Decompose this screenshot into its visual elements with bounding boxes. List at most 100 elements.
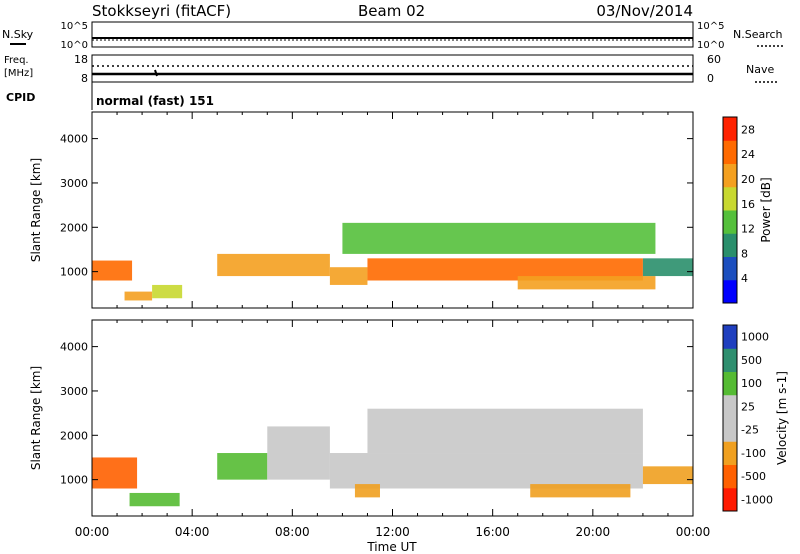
velocity-ytick-label-2: 3000 (60, 385, 88, 398)
power-panel: 1000 2000 3000 4000 Slant Range [km] 4 8 12 16… (29, 111, 773, 309)
nave-label: Nave (746, 63, 774, 76)
velocity-band-1 (129, 492, 180, 507)
velocity-colorbar-seg-3 (723, 418, 737, 442)
freq-left-label-1: Freq. (4, 55, 29, 66)
noise-panel: N.Sky 10^5 10^0 10^5 10^0 N.Search (2, 21, 785, 51)
x-tick-label-0: 00:00 (75, 525, 110, 539)
velocity-colorbar-tick-3: 25 (741, 400, 755, 413)
power-band-8 (642, 258, 693, 277)
x-tick-labels: 00:00 04:00 08:00 12:00 16:00 20:00 00:00 (75, 525, 711, 539)
freq-left-label-2: [MHz] (4, 68, 33, 79)
x-tick-label-3: 12:00 (375, 525, 410, 539)
power-band-7 (517, 276, 656, 290)
power-band-2 (152, 284, 183, 299)
power-band-6 (342, 222, 656, 254)
power-ylabel: Slant Range [km] (29, 158, 43, 262)
velocity-colorbar-seg-1 (723, 464, 737, 489)
velocity-colorbar-tick-4: -25 (741, 424, 759, 437)
velocity-colorbar-label: Velocity [m s-1] (775, 371, 789, 465)
power-colorbar-seg-0 (723, 279, 737, 304)
velocity-band-5 (367, 408, 643, 454)
x-axis-label: Time UT (366, 540, 417, 554)
velocity-colorbar-tick-2: 100 (741, 377, 762, 390)
velocity-colorbar-seg-5 (723, 371, 737, 396)
power-band-3 (217, 253, 330, 277)
power-colorbar-seg-3 (723, 210, 737, 234)
station-title: Stokkseyri (fitACF) (92, 2, 231, 20)
noise-left-tick-bottom: 10^0 (61, 40, 88, 51)
velocity-ytick-label-0: 1000 (60, 474, 88, 487)
power-colorbar-seg-6 (723, 140, 737, 164)
power-colorbar-tick-5: 24 (741, 148, 755, 161)
power-colorbar-label: Power [dB] (759, 177, 773, 242)
power-colorbar-frame (722, 116, 738, 304)
freq-spike (154, 69, 158, 77)
power-colorbar-tick-4: 20 (741, 173, 755, 186)
velocity-colorbar-tick-1: 500 (741, 354, 762, 367)
power-y-axis: 1000 2000 3000 4000 (60, 133, 693, 279)
power-band-5 (367, 258, 643, 281)
velocity-colorbar-seg-0 (723, 487, 737, 512)
power-colorbar-seg-5 (723, 163, 737, 188)
velocity-colorbar-tick-7: -1000 (741, 493, 773, 506)
power-band-1 (124, 291, 153, 301)
x-tick-label-5: 20:00 (576, 525, 611, 539)
freq-left-tick-bottom: 8 (81, 72, 88, 85)
velocity-panel: 1000 2000 3000 4000 Slant Range [km] 1000 50… (29, 319, 789, 517)
velocity-band-8 (642, 466, 693, 485)
velocity-colorbar-seg-2 (723, 441, 737, 465)
power-colorbar-tick-2: 12 (741, 223, 755, 236)
power-band-4 (329, 267, 368, 285)
velocity-ylabel: Slant Range [km] (29, 366, 43, 470)
x-tick-label-1: 04:00 (175, 525, 210, 539)
x-tick-label-2: 08:00 (275, 525, 310, 539)
velocity-band-6 (354, 484, 380, 498)
freq-frame (91, 54, 694, 83)
power-colorbar-seg-4 (723, 186, 737, 211)
power-ytick-label-2: 3000 (60, 177, 88, 190)
velocity-band-3 (267, 426, 330, 480)
velocity-band-4 (329, 453, 643, 489)
velocity-colorbar: 1000 500 100 25 -25 -100 -500 -1000 (722, 324, 773, 512)
power-colorbar-seg-2 (723, 233, 737, 257)
freq-panel: Freq. [MHz] 18 8 60 0 Nave (4, 53, 777, 85)
noise-right-tick-top: 10^5 (697, 21, 724, 32)
freq-right-tick-top: 60 (707, 53, 721, 66)
velocity-colorbar-tick-6: -500 (741, 470, 766, 483)
power-data (92, 222, 693, 301)
power-colorbar-tick-6: 28 (741, 123, 755, 136)
freq-right-tick-bottom: 0 (707, 72, 714, 85)
x-tick-label-6: 00:00 (676, 525, 711, 539)
velocity-colorbar-seg-4 (723, 394, 737, 419)
noise-right-tick-bottom: 10^0 (697, 40, 724, 51)
x-tick-label-4: 16:00 (475, 525, 510, 539)
noise-left-tick-top: 10^5 (61, 21, 88, 32)
power-ytick-label-3: 4000 (60, 133, 88, 146)
velocity-colorbar-seg-6 (723, 348, 737, 372)
velocity-colorbar-frame (722, 324, 738, 512)
velocity-band-2 (217, 453, 268, 480)
velocity-colorbar-tick-0: 1000 (741, 331, 769, 344)
velocity-ytick-label-3: 4000 (60, 341, 88, 354)
power-x-ticks (91, 112, 694, 308)
power-colorbar: 4 8 12 16 20 24 28 (722, 116, 755, 304)
power-colorbar-tick-3: 16 (741, 198, 755, 211)
cpid-label: CPID (6, 91, 35, 104)
noise-left-label: N.Sky (2, 28, 34, 41)
velocity-band-0 (92, 457, 138, 489)
velocity-band-7 (530, 484, 631, 498)
velocity-colorbar-seg-7 (723, 325, 737, 349)
velocity-y-axis: 1000 2000 3000 4000 (60, 341, 693, 487)
power-ytick-label-0: 1000 (60, 266, 88, 279)
power-colorbar-seg-1 (723, 256, 737, 281)
power-colorbar-tick-0: 4 (741, 272, 748, 285)
noise-right-label: N.Search (733, 28, 783, 41)
beam-title: Beam 02 (358, 2, 425, 20)
velocity-data (92, 408, 693, 507)
velocity-colorbar-tick-5: -100 (741, 447, 766, 460)
power-ytick-label-1: 2000 (60, 221, 88, 234)
velocity-x-ticks (91, 320, 694, 516)
power-band-0 (92, 260, 133, 281)
date-title: 03/Nov/2014 (596, 2, 693, 20)
